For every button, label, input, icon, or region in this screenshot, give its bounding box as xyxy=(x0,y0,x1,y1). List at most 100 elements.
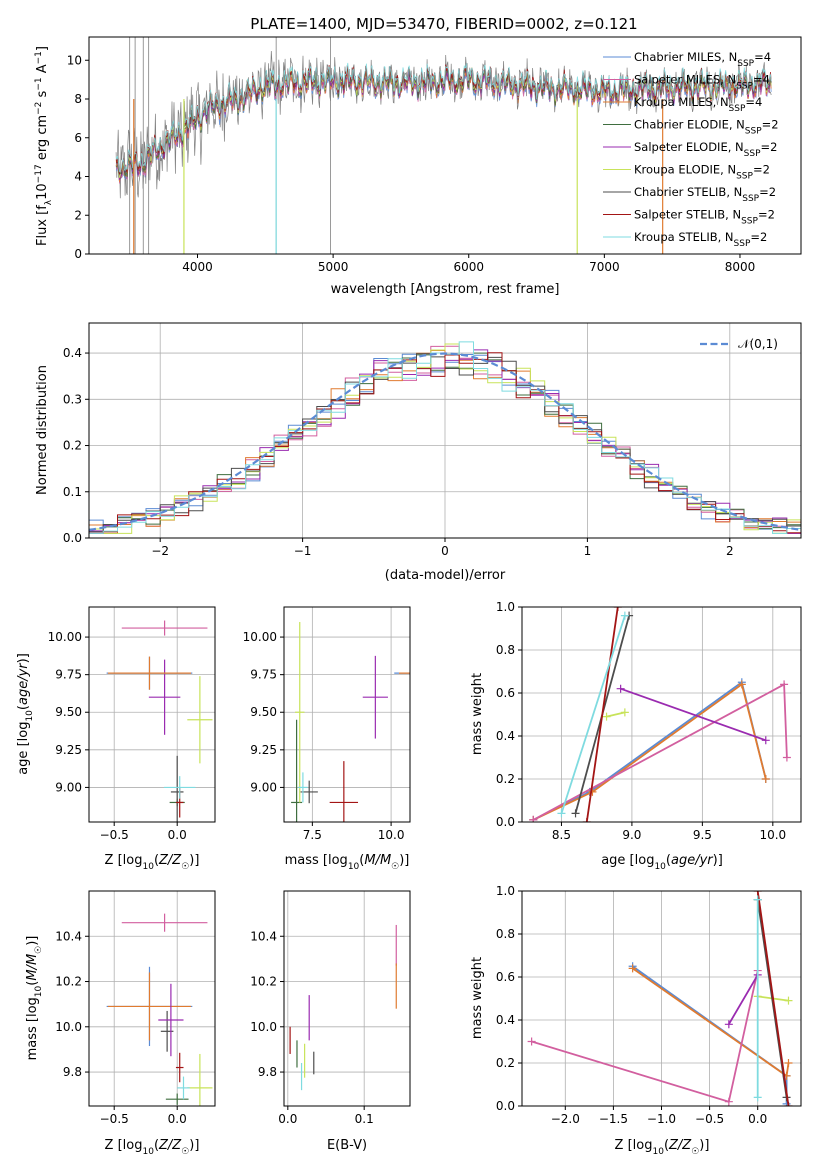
x-tick-label: −1.5 xyxy=(599,1112,628,1126)
legend-label: Salpeter ELODIE, NSSP=2 xyxy=(634,140,777,159)
plus-marker xyxy=(571,809,580,818)
weight-line xyxy=(560,615,626,814)
plus-marker xyxy=(784,1059,793,1067)
plot-area xyxy=(529,607,791,822)
axes-frame xyxy=(88,606,216,823)
y-axis-label: mass weight xyxy=(470,673,485,755)
plus-marker xyxy=(620,611,629,620)
plot-area xyxy=(527,891,793,1106)
y-axis-label: mass [log10(M/M☉)] xyxy=(25,936,44,1061)
legend-label: Chabrier STELIB, NSSP=2 xyxy=(634,185,776,204)
x-tick-label: 9.0 xyxy=(622,828,641,842)
mass-vs-z-panel: −0.5 0.0 9.8 10.0 10.2 10.4 Z [log10(Z/Z☉)] mas… xyxy=(25,890,216,1157)
x-tick-label: 7000 xyxy=(589,260,620,274)
weight-line xyxy=(532,682,767,821)
residuals-panel: −2 −1 0 1 2 0.0 0.1 0.2 0.3 0.4 𝒩(0,1) (data-model)… xyxy=(35,322,802,583)
y-tick-label: 9.25 xyxy=(55,743,82,757)
weight-line xyxy=(606,711,626,718)
y-tick-label: 10.4 xyxy=(250,929,277,943)
plot-area xyxy=(115,37,772,254)
plot-area xyxy=(106,620,213,822)
plus-marker xyxy=(613,607,622,611)
y-tick-label: 9.50 xyxy=(55,705,82,719)
x-tick-label: 10.0 xyxy=(759,828,786,842)
x-tick-label: −0.5 xyxy=(100,1112,129,1126)
figure-title: PLATE=1400, MJD=53470, FIBERID=0002, z=0… xyxy=(250,15,637,33)
x-tick-label: −2.0 xyxy=(551,1112,580,1126)
x-tick-label: −0.5 xyxy=(100,828,129,842)
y-tick-label: 1.0 xyxy=(496,600,515,614)
plot-area xyxy=(289,924,397,1091)
axes-frame xyxy=(88,36,802,255)
legend-label: Chabrier ELODIE, NSSP=2 xyxy=(634,118,779,137)
y-tick-label: 0.2 xyxy=(496,772,515,786)
y-tick-label: 0.2 xyxy=(63,439,82,453)
y-tick-label: 9.25 xyxy=(250,743,277,757)
axes-frame xyxy=(88,890,216,1107)
plus-marker xyxy=(784,1102,793,1106)
x-tick-label: −2 xyxy=(151,544,169,558)
x-tick-label: −1.0 xyxy=(647,1112,676,1126)
y-tick-label: 10.4 xyxy=(55,929,82,943)
y-tick-label: 9.50 xyxy=(250,705,277,719)
plus-marker xyxy=(761,775,770,783)
plot-area xyxy=(89,341,801,534)
x-tick-label: 9.5 xyxy=(693,828,712,842)
plus-marker xyxy=(620,708,629,717)
x-tick-label: 6000 xyxy=(453,260,484,274)
x-tick-label: −1 xyxy=(294,544,312,558)
plus-marker xyxy=(616,684,625,693)
y-tick-label: 0.0 xyxy=(496,815,515,829)
y-tick-label: 0.4 xyxy=(63,346,82,360)
y-tick-label: 9.75 xyxy=(55,668,82,682)
x-tick-label: 8000 xyxy=(725,260,756,274)
y-tick-label: 10.0 xyxy=(250,1020,277,1034)
y-tick-label: 10.2 xyxy=(55,975,82,989)
legend-label: Salpeter MILES, NSSP=4 xyxy=(634,73,770,92)
y-tick-label: 0.0 xyxy=(63,531,82,545)
plus-marker xyxy=(753,891,762,895)
plus-marker xyxy=(582,818,591,822)
axes-frame xyxy=(283,890,411,1107)
x-axis-label: mass [log10(M/M☉)] xyxy=(285,853,410,872)
legend-label: Kroupa STELIB, NSSP=2 xyxy=(634,230,767,249)
y-tick-label: 0.4 xyxy=(496,1013,515,1027)
y-tick-label: 0.2 xyxy=(496,1056,515,1070)
y-tick-label: 10.00 xyxy=(48,630,82,644)
y-tick-label: 6 xyxy=(74,131,82,145)
plus-marker xyxy=(780,680,789,689)
age-vs-z-panel: −0.5 0.0 9.00 9.25 9.50 9.75 10.00 Z [log10(Z/Z… xyxy=(16,606,216,872)
y-axis-label: mass weight xyxy=(470,957,485,1039)
weight-line xyxy=(585,607,619,822)
legend-label: Chabrier MILES, NSSP=4 xyxy=(634,50,771,69)
plus-marker xyxy=(753,1093,762,1102)
x-tick-label: 0.0 xyxy=(278,1112,297,1126)
x-tick-label: 7.5 xyxy=(303,828,322,842)
x-tick-label: 0.0 xyxy=(168,1112,187,1126)
plus-marker xyxy=(753,895,762,904)
normal-curve xyxy=(89,352,801,531)
age-vs-mass-panel: 7.5 10.0 9.00 9.25 9.50 9.75 10.00 mass [log10(… xyxy=(243,606,411,872)
weight-line xyxy=(728,974,759,1025)
y-tick-label: 10.2 xyxy=(250,975,277,989)
plus-marker xyxy=(602,712,611,721)
plus-marker xyxy=(527,1037,536,1046)
plus-marker xyxy=(588,787,597,796)
y-tick-label: 4 xyxy=(74,170,82,184)
x-tick-label: 5000 xyxy=(318,260,349,274)
x-tick-label: 0.1 xyxy=(355,1112,374,1126)
y-tick-label: 0.8 xyxy=(496,643,515,657)
y-tick-label: 9.00 xyxy=(250,780,277,794)
x-tick-label: 0.0 xyxy=(748,1112,767,1126)
weight-vs-z-panel: −2.0 −1.5 −1.0 −0.5 0.0 0.0 0.2 0.4 0.6 0.8 1.0 Z [… xyxy=(470,884,802,1157)
y-tick-label: 1.0 xyxy=(496,884,515,898)
mass-vs-ebv-panel: 0.0 0.1 9.8 10.0 10.2 10.4 E(B-V) xyxy=(250,890,411,1153)
y-tick-label: 0.8 xyxy=(496,927,515,941)
y-tick-label: 10.00 xyxy=(243,630,277,644)
y-tick-label: 9.8 xyxy=(63,1065,82,1079)
plot-area xyxy=(291,622,410,822)
plus-marker xyxy=(628,964,637,973)
weight-line xyxy=(756,891,790,1106)
legend-label: Kroupa MILES, NSSP=4 xyxy=(634,95,762,114)
